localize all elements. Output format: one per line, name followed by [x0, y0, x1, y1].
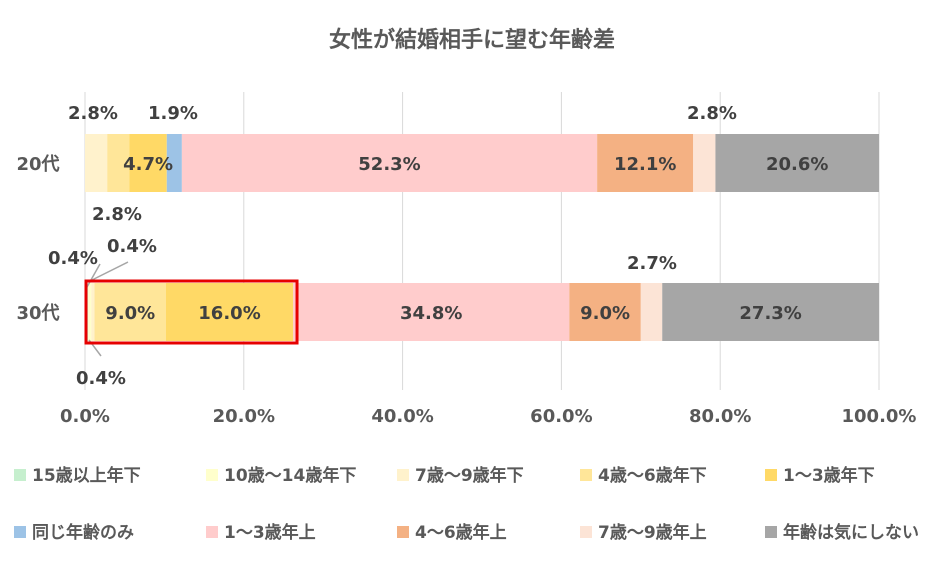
- legend-item[interactable]: 1～3歳年上: [206, 522, 316, 543]
- legend-swatch: [765, 526, 777, 538]
- bar-segment: [129, 134, 167, 192]
- legend-label: 同じ年齢のみ: [32, 522, 134, 543]
- bar-segment: [107, 134, 130, 192]
- data-label: 12.1%: [614, 154, 676, 175]
- legend-swatch: [580, 469, 592, 481]
- data-label: 1.9%: [148, 103, 198, 124]
- x-tick-label: 80.0%: [689, 406, 751, 427]
- data-label: 20.6%: [766, 154, 828, 175]
- bar-segment: [715, 134, 879, 192]
- data-label: 52.3%: [358, 154, 420, 175]
- bar-segment: [85, 134, 108, 192]
- data-label: 4.7%: [123, 154, 173, 175]
- data-label: 16.0%: [198, 303, 260, 324]
- legend-label: 4歳～6歳年下: [598, 465, 707, 486]
- category-label: 20代: [16, 154, 59, 175]
- legend[interactable]: 15歳以上年下 10歳～14歳年下 7歳～9歳年下 4歳～6歳年下 1～3歳年下同じ年齢…: [14, 465, 919, 543]
- x-tick-label: 20.0%: [213, 406, 275, 427]
- data-label: 34.8%: [400, 303, 462, 324]
- x-tick-label: 40.0%: [371, 406, 433, 427]
- data-label: 0.4%: [76, 368, 126, 389]
- legend-item[interactable]: 4歳～6歳年下: [580, 465, 707, 486]
- bar-segment: [569, 283, 641, 341]
- bar-segment: [293, 283, 570, 341]
- legend-item[interactable]: 4～6歳年上: [397, 522, 507, 543]
- legend-swatch: [397, 469, 409, 481]
- legend-swatch: [14, 526, 26, 538]
- bar-segment: [94, 283, 166, 341]
- legend-swatch: [765, 469, 777, 481]
- leader-line: [86, 263, 101, 288]
- legend-swatch: [580, 526, 592, 538]
- legend-label: 年齢は気にしない: [783, 522, 919, 543]
- x-axis-ticks: 0.0% 20.0% 40.0% 60.0% 80.0% 100.0%: [60, 406, 916, 427]
- category-labels: 20代 30代: [16, 154, 59, 324]
- x-tick-label: 100.0%: [842, 406, 917, 427]
- legend-label: 7歳～9歳年上: [598, 522, 707, 543]
- legend-item[interactable]: 7歳～9歳年上: [580, 522, 707, 543]
- bar-segment: [91, 283, 95, 341]
- data-label: 2.8%: [687, 103, 737, 124]
- bar-segment: [166, 134, 182, 192]
- data-label: 0.4%: [48, 248, 98, 269]
- legend-item[interactable]: 同じ年齢のみ: [14, 522, 134, 543]
- x-tick-label: 60.0%: [530, 406, 592, 427]
- legend-item[interactable]: 年齢は気にしない: [765, 522, 919, 543]
- bar-segment: [165, 283, 294, 341]
- legend-label: 4～6歳年上: [415, 522, 507, 543]
- bars: [85, 134, 879, 341]
- bar-segment: [662, 283, 879, 341]
- legend-label: 1～3歳年上: [224, 522, 316, 543]
- data-label: 2.8%: [92, 204, 142, 225]
- bar-segment: [88, 283, 92, 341]
- leader-line: [87, 261, 129, 283]
- category-label: 30代: [16, 303, 59, 324]
- bar-segment: [640, 283, 663, 341]
- legend-item[interactable]: 10歳～14歳年下: [206, 465, 356, 486]
- legend-label: 1～3歳年下: [783, 465, 875, 486]
- data-label: 27.3%: [739, 303, 801, 324]
- bar-segment: [597, 134, 694, 192]
- data-label: 2.8%: [68, 103, 118, 124]
- legend-swatch: [14, 469, 26, 481]
- highlight-box: [84, 279, 299, 345]
- data-label: 2.7%: [627, 253, 677, 274]
- data-label: 0.4%: [107, 236, 157, 257]
- bar-segment: [181, 134, 598, 192]
- data-labels: 2.8% 2.8% 4.7% 1.9% 52.3% 12.1% 2.8% 20.6% 0.4% 0…: [48, 103, 828, 389]
- legend-item[interactable]: 7歳～9歳年下: [397, 465, 524, 486]
- legend-swatch: [206, 469, 218, 481]
- legend-item[interactable]: 15歳以上年下: [14, 465, 141, 486]
- data-label: 9.0%: [105, 303, 155, 324]
- bar-segment: [693, 134, 716, 192]
- legend-item[interactable]: 1～3歳年下: [765, 465, 875, 486]
- legend-swatch: [397, 526, 409, 538]
- legend-label: 15歳以上年下: [32, 465, 141, 486]
- legend-label: 7歳～9歳年下: [415, 465, 524, 486]
- legend-label: 10歳～14歳年下: [224, 465, 356, 486]
- legend-swatch: [206, 526, 218, 538]
- data-label: 9.0%: [580, 303, 630, 324]
- chart-title: 女性が結婚相手に望む年齢差: [329, 27, 615, 53]
- x-tick-label: 0.0%: [60, 406, 110, 427]
